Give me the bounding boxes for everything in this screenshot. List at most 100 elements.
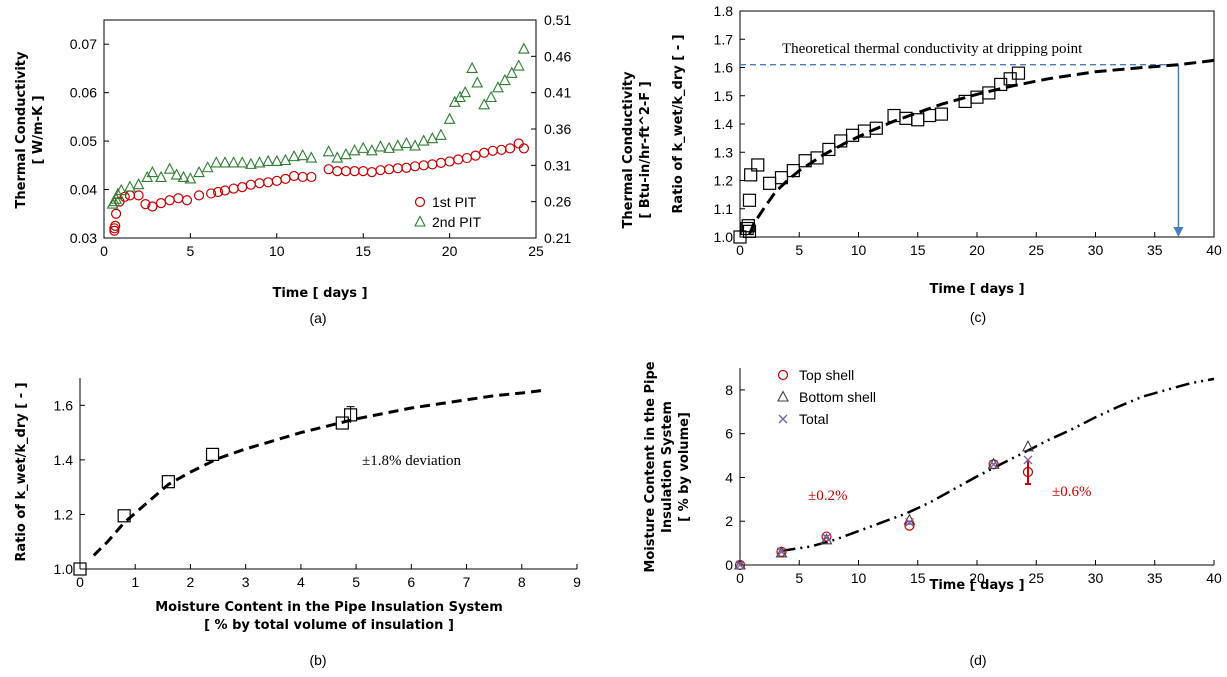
- a-point-circle: [147, 201, 158, 212]
- d-point-circle: [904, 520, 915, 531]
- a-point-circle: [306, 171, 317, 183]
- c-point-square: [742, 193, 757, 207]
- d-annotation-right: ±0.6%: [1052, 484, 1091, 500]
- c-y-tick-label: 1.8: [714, 3, 734, 19]
- a-point-triangle: [210, 156, 223, 168]
- a-point-triangle: [471, 76, 484, 88]
- a-legend-marker: [414, 196, 426, 208]
- a-point-circle: [487, 145, 498, 156]
- a-point-circle: [237, 182, 248, 193]
- a-point-triangle: [288, 149, 300, 162]
- b-x-axis-label-line1: Moisture Content in the Pipe Insulation …: [155, 600, 503, 615]
- d-legend-marker: [778, 414, 788, 424]
- b-point-square: [335, 416, 349, 430]
- b-x-tick-label: 0: [76, 574, 84, 590]
- a-point-circle: [418, 160, 429, 171]
- a-y2-tick-label: 0.26: [544, 194, 571, 210]
- a-point-circle: [164, 195, 175, 206]
- a-point-triangle: [155, 170, 167, 182]
- c-panel-label: (c): [970, 309, 986, 325]
- a-y2-tick-label: 0.36: [544, 121, 571, 137]
- a-point-circle: [140, 198, 151, 210]
- a-y2-tick-label: 0.51: [544, 12, 571, 28]
- d-point-triangle: [775, 546, 788, 558]
- d-legend-marker: [777, 390, 789, 402]
- a-point-triangle: [227, 156, 240, 168]
- b-point-square: [161, 475, 175, 489]
- b-x-tick-label: 4: [297, 574, 305, 590]
- c-y-tick-label: 1.3: [714, 144, 734, 160]
- c-x-tick-label: 30: [1088, 242, 1104, 258]
- a-point-triangle: [443, 112, 456, 124]
- a-point-circle: [206, 188, 217, 199]
- c-point-square: [810, 151, 824, 165]
- a-point-triangle: [505, 66, 518, 78]
- a-point-circle: [155, 198, 167, 209]
- c-y-tick-label: 1.7: [714, 31, 734, 47]
- a-point-triangle: [270, 154, 283, 167]
- a-point-circle: [384, 164, 395, 175]
- a-point-circle: [110, 220, 121, 231]
- a-point-circle: [427, 159, 438, 170]
- a-point-triangle: [485, 90, 497, 103]
- a-y2-tick-label: 0.21: [544, 230, 571, 246]
- b-point-square: [343, 408, 358, 422]
- a-y-tick-label: 0.04: [70, 182, 97, 198]
- c-x-tick-label: 25: [1028, 242, 1044, 258]
- c-x-tick-label: 5: [795, 242, 803, 258]
- d-point-x: [776, 547, 786, 557]
- c-point-square: [934, 107, 949, 121]
- a-point-circle: [193, 190, 205, 201]
- d-x-tick-label: 15: [910, 570, 926, 586]
- a-x-tick-label: 5: [187, 243, 195, 259]
- d-point-triangle: [1022, 440, 1034, 452]
- a-point-triangle: [383, 141, 396, 153]
- d-point-x: [1023, 455, 1033, 465]
- b-y-tick-label: 1.4: [54, 452, 74, 468]
- a-point-circle: [358, 166, 369, 177]
- a-point-triangle: [409, 139, 421, 151]
- a-point-circle: [181, 195, 193, 206]
- d-point-triangle: [987, 457, 1000, 469]
- a-point-triangle: [201, 161, 214, 173]
- a-y-tick-label: 0.03: [70, 230, 97, 246]
- c-point-square: [845, 128, 860, 142]
- panel-b-chart: 0 1 2 3 4 5 6 7 8 9 1.0 1.2 1.4 1.6 ±1.8% deviation Moi…: [14, 378, 581, 668]
- a-point-triangle: [340, 147, 352, 160]
- a-point-triangle: [466, 61, 478, 73]
- b-y-tick-label: 1.0: [54, 561, 74, 577]
- a-point-circle: [392, 163, 403, 174]
- c-point-square: [751, 158, 765, 172]
- c-y-tick-label: 1.1: [714, 201, 734, 217]
- d-legend-label: Bottom shell: [799, 389, 876, 405]
- a-point-triangle: [236, 156, 249, 168]
- a-point-circle: [479, 147, 490, 158]
- a-point-triangle: [219, 156, 231, 168]
- a-point-circle: [461, 152, 472, 164]
- a-point-triangle: [426, 132, 439, 144]
- a-y-axis-label-line2: [ W/m-K ]: [31, 95, 46, 164]
- a-x-tick-label: 15: [355, 243, 371, 259]
- d-y-axis-label-line3: [ % by volume]: [677, 412, 692, 522]
- a-point-circle: [340, 166, 352, 177]
- d-legend-marker: [777, 369, 789, 381]
- a-legend-label: 1st PIT: [432, 194, 477, 210]
- d-y-tick-label: 4: [725, 469, 733, 485]
- d-x-axis-label: Time [ days ]: [929, 578, 1024, 593]
- a-point-triangle: [244, 157, 257, 169]
- d-x-tick-label: 5: [795, 570, 803, 586]
- c-point-square: [1011, 66, 1026, 80]
- b-x-tick-label: 2: [187, 574, 195, 590]
- panel-d-chart: 0 5 10 15 20 25 30 35 40 0 2 4 6 8 Top shell Bottom she…: [643, 361, 1222, 668]
- a-point-circle: [271, 175, 282, 186]
- a-x-tick-label: 10: [269, 243, 285, 259]
- a-point-circle: [401, 162, 412, 173]
- d-y-tick-label: 6: [725, 426, 733, 442]
- a-point-circle: [109, 225, 120, 236]
- c-arrow-head: [1173, 227, 1184, 237]
- d-panel-label: (d): [969, 652, 986, 668]
- c-point-square: [744, 168, 758, 182]
- c-x-tick-label: 35: [1147, 242, 1163, 258]
- a-point-triangle: [132, 178, 145, 190]
